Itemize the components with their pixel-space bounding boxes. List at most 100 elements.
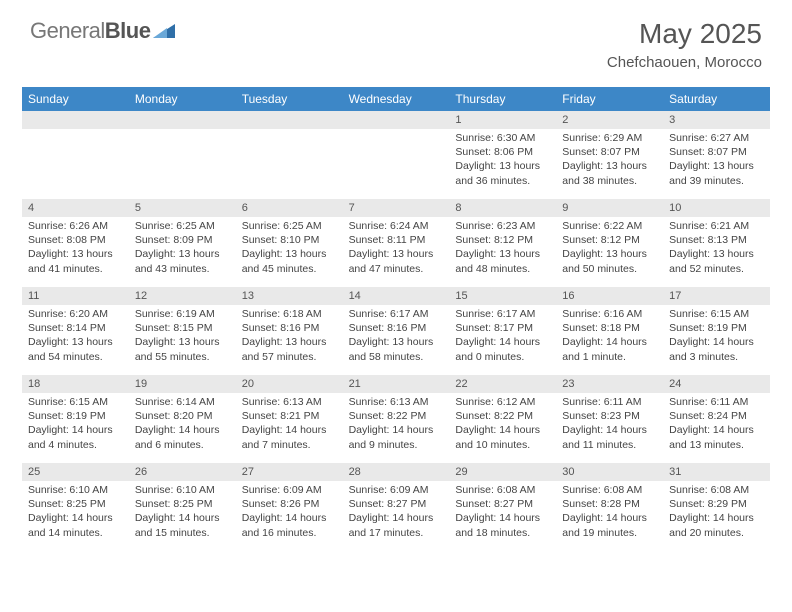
- sunset-text: Sunset: 8:29 PM: [669, 497, 764, 511]
- day-cell: 7Sunrise: 6:24 AMSunset: 8:11 PMDaylight…: [343, 199, 450, 287]
- sunrise-text: Sunrise: 6:13 AM: [349, 395, 444, 409]
- day-content: Sunrise: 6:13 AMSunset: 8:22 PMDaylight:…: [343, 393, 450, 458]
- day-content: Sunrise: 6:29 AMSunset: 8:07 PMDaylight:…: [556, 129, 663, 194]
- day-number: 29: [449, 463, 556, 481]
- day-number: 15: [449, 287, 556, 305]
- day-cell: 10 Sunrise: 6:21 AMSunset: 8:13 PMDayligh…: [663, 199, 770, 287]
- sunset-text: Sunset: 8:06 PM: [455, 145, 550, 159]
- day-cell: 18Sunrise: 6:15 AMSunset: 8:19 PMDayligh…: [22, 375, 129, 463]
- day-cell: [22, 111, 129, 199]
- day-cell: 28Sunrise: 6:09 AMSunset: 8:27 PMDayligh…: [343, 463, 450, 551]
- day-cell: 5Sunrise: 6:25 AMSunset: 8:09 PMDaylight…: [129, 199, 236, 287]
- daylight-text: Daylight: 14 hours and 9 minutes.: [349, 423, 444, 451]
- daylight-text: Daylight: 13 hours and 38 minutes.: [562, 159, 657, 187]
- daylight-text: Daylight: 13 hours and 45 minutes.: [242, 247, 337, 275]
- daylight-text: Daylight: 14 hours and 15 minutes.: [135, 511, 230, 539]
- sunset-text: Sunset: 8:12 PM: [455, 233, 550, 247]
- day-number: 1: [449, 111, 556, 129]
- month-title: May 2025: [607, 18, 762, 50]
- day-number: 3: [663, 111, 770, 129]
- weekday-header: Monday: [129, 87, 236, 111]
- sunrise-text: Sunrise: 6:15 AM: [669, 307, 764, 321]
- sunrise-text: Sunrise: 6:16 AM: [562, 307, 657, 321]
- day-number: 8: [449, 199, 556, 217]
- day-cell: 25Sunrise: 6:10 AMSunset: 8:25 PMDayligh…: [22, 463, 129, 551]
- day-number: 14: [343, 287, 450, 305]
- sunrise-text: Sunrise: 6:08 AM: [669, 483, 764, 497]
- day-cell: [129, 111, 236, 199]
- title-block: May 2025 Chefchaouen, Morocco: [607, 18, 762, 71]
- logo-text: GeneralBlue: [30, 18, 150, 44]
- daylight-text: Daylight: 13 hours and 41 minutes.: [28, 247, 123, 275]
- day-content: Sunrise: 6:09 AMSunset: 8:26 PMDaylight:…: [236, 481, 343, 546]
- sunrise-text: Sunrise: 6:22 AM: [562, 219, 657, 233]
- sunset-text: Sunset: 8:22 PM: [349, 409, 444, 423]
- day-content: Sunrise: 6:26 AMSunset: 8:08 PMDaylight:…: [22, 217, 129, 282]
- day-cell: 13Sunrise: 6:18 AMSunset: 8:16 PMDayligh…: [236, 287, 343, 375]
- sunset-text: Sunset: 8:19 PM: [669, 321, 764, 335]
- day-cell: 24Sunrise: 6:11 AMSunset: 8:24 PMDayligh…: [663, 375, 770, 463]
- sunset-text: Sunset: 8:23 PM: [562, 409, 657, 423]
- day-number: 21: [343, 375, 450, 393]
- day-content: Sunrise: 6:16 AMSunset: 8:18 PMDaylight:…: [556, 305, 663, 370]
- logo-text-2: Blue: [105, 18, 151, 43]
- day-number: 17: [663, 287, 770, 305]
- day-number: 23: [556, 375, 663, 393]
- daylight-text: Daylight: 13 hours and 52 minutes.: [669, 247, 764, 275]
- day-number: 12: [129, 287, 236, 305]
- sunrise-text: Sunrise: 6:30 AM: [455, 131, 550, 145]
- sunrise-text: Sunrise: 6:17 AM: [455, 307, 550, 321]
- calendar-body: 1Sunrise: 6:30 AMSunset: 8:06 PMDaylight…: [22, 111, 770, 551]
- sunrise-text: Sunrise: 6:29 AM: [562, 131, 657, 145]
- day-content: Sunrise: 6:15 AMSunset: 8:19 PMDaylight:…: [22, 393, 129, 458]
- sunset-text: Sunset: 8:22 PM: [455, 409, 550, 423]
- daylight-text: Daylight: 14 hours and 16 minutes.: [242, 511, 337, 539]
- day-content: Sunrise: 6:22 AMSunset: 8:12 PMDaylight:…: [556, 217, 663, 282]
- day-number: 18: [22, 375, 129, 393]
- sunset-text: Sunset: 8:15 PM: [135, 321, 230, 335]
- day-number: 13: [236, 287, 343, 305]
- sunset-text: Sunset: 8:25 PM: [28, 497, 123, 511]
- weekday-header: Saturday: [663, 87, 770, 111]
- day-content: Sunrise: 6:27 AMSunset: 8:07 PMDaylight:…: [663, 129, 770, 194]
- sunset-text: Sunset: 8:13 PM: [669, 233, 764, 247]
- day-cell: 1Sunrise: 6:30 AMSunset: 8:06 PMDaylight…: [449, 111, 556, 199]
- sunrise-text: Sunrise: 6:15 AM: [28, 395, 123, 409]
- sunrise-text: Sunrise: 6:24 AM: [349, 219, 444, 233]
- day-number: 31: [663, 463, 770, 481]
- sunrise-text: Sunrise: 6:23 AM: [455, 219, 550, 233]
- day-number: 4: [22, 199, 129, 217]
- calendar-header-row: SundayMondayTuesdayWednesdayThursdayFrid…: [22, 87, 770, 111]
- daylight-text: Daylight: 14 hours and 14 minutes.: [28, 511, 123, 539]
- weekday-header: Tuesday: [236, 87, 343, 111]
- sunset-text: Sunset: 8:12 PM: [562, 233, 657, 247]
- day-cell: 16Sunrise: 6:16 AMSunset: 8:18 PMDayligh…: [556, 287, 663, 375]
- day-content: Sunrise: 6:11 AMSunset: 8:24 PMDaylight:…: [663, 393, 770, 458]
- day-number: [236, 111, 343, 129]
- day-number: 24: [663, 375, 770, 393]
- sunrise-text: Sunrise: 6:13 AM: [242, 395, 337, 409]
- sunset-text: Sunset: 8:11 PM: [349, 233, 444, 247]
- sunset-text: Sunset: 8:18 PM: [562, 321, 657, 335]
- sunrise-text: Sunrise: 6:18 AM: [242, 307, 337, 321]
- sunset-text: Sunset: 8:08 PM: [28, 233, 123, 247]
- day-content: Sunrise: 6:30 AMSunset: 8:06 PMDaylight:…: [449, 129, 556, 194]
- day-cell: [343, 111, 450, 199]
- sunset-text: Sunset: 8:28 PM: [562, 497, 657, 511]
- day-content: Sunrise: 6:25 AMSunset: 8:10 PMDaylight:…: [236, 217, 343, 282]
- location: Chefchaouen, Morocco: [607, 54, 762, 71]
- daylight-text: Daylight: 14 hours and 3 minutes.: [669, 335, 764, 363]
- sunrise-text: Sunrise: 6:21 AM: [669, 219, 764, 233]
- sunset-text: Sunset: 8:27 PM: [455, 497, 550, 511]
- day-cell: [236, 111, 343, 199]
- sunrise-text: Sunrise: 6:14 AM: [135, 395, 230, 409]
- sunrise-text: Sunrise: 6:09 AM: [242, 483, 337, 497]
- sunrise-text: Sunrise: 6:26 AM: [28, 219, 123, 233]
- sunset-text: Sunset: 8:07 PM: [669, 145, 764, 159]
- day-number: 10: [663, 199, 770, 217]
- day-number: 27: [236, 463, 343, 481]
- day-number: 11: [22, 287, 129, 305]
- sunrise-text: Sunrise: 6:25 AM: [135, 219, 230, 233]
- sunrise-text: Sunrise: 6:10 AM: [135, 483, 230, 497]
- day-cell: 2Sunrise: 6:29 AMSunset: 8:07 PMDaylight…: [556, 111, 663, 199]
